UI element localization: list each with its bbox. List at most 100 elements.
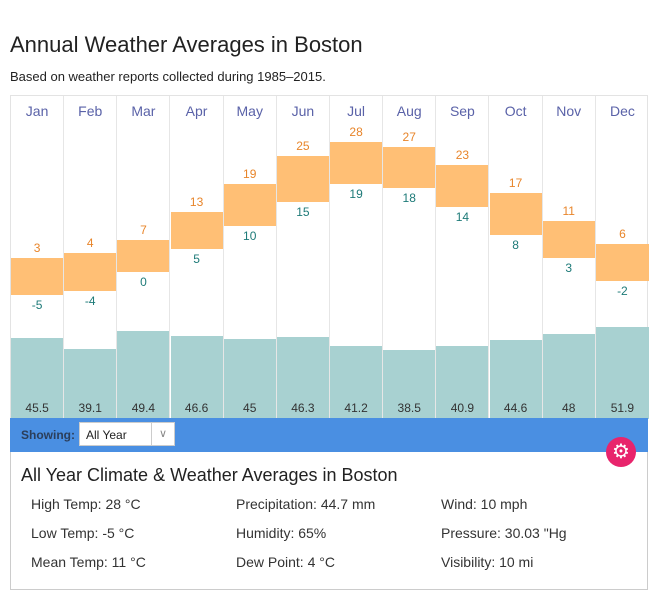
temp-range-bar [383,146,436,189]
temp-range-bar [436,165,489,208]
high-temp-label: 6 [619,227,626,242]
precip-bar [436,346,489,419]
summary-item: Low Temp: -5 °C [31,525,135,541]
period-value: All Year [86,428,127,442]
month-label: Jul [347,103,366,119]
month-label: Feb [78,103,103,119]
precip-label: 45.5 [25,401,49,415]
temp-range-bar [542,220,595,259]
high-temp-label: 27 [402,129,416,144]
summary-item: Precipitation: 44.7 mm [236,496,376,512]
low-temp-label: 3 [565,261,573,276]
month-label: Dec [609,103,635,119]
period-select[interactable]: All Year ∨ [79,422,175,446]
summary-item: Humidity: 65% [236,525,327,541]
high-temp-label: 13 [189,194,204,209]
low-temp-label: 5 [193,251,200,266]
precip-bar [489,339,542,419]
low-temp-label: 0 [140,275,147,289]
low-temp-label: 19 [349,186,363,201]
low-temp-label: 15 [296,205,310,220]
precip-bar [276,336,329,419]
precip-label: 46.6 [184,401,209,415]
precip-bar [117,331,170,419]
temp-range-bar [11,258,64,296]
summary-item: High Temp: 28 °C [31,496,141,512]
gear-icon[interactable]: ⚙ [606,437,636,467]
temp-range-bar [170,211,223,249]
controls-bar: Showing: All Year ∨ [10,418,648,452]
low-temp-label: 8 [512,237,519,252]
high-temp-label: 7 [140,222,147,237]
month-column: Nov 11 3 48 [542,96,596,419]
precip-label: 41.2 [344,401,368,415]
precip-bar [383,350,436,419]
temp-range-bar [595,244,649,282]
high-temp-label: 11 [562,203,575,218]
showing-label: Showing: [21,428,75,442]
high-temp-label: 19 [243,166,257,181]
precip-bar [170,336,223,419]
month-column: May 19 10 45 [223,96,277,419]
month-label: Apr [185,103,208,119]
precip-bar [223,338,276,419]
precip-bar [11,338,64,419]
temp-range-bar [117,239,170,272]
precip-label: 49.4 [131,401,156,415]
month-label: Mar [131,103,156,119]
precip-bar [595,326,649,419]
high-temp-label: 28 [349,125,363,140]
temp-range-bar [223,183,276,226]
month-label: Oct [504,103,527,119]
precip-label: 44.6 [503,401,528,415]
low-temp-label: -2 [617,284,628,299]
low-temp-label: 10 [243,228,257,243]
month-label: Sep [449,103,475,119]
temp-range-bar [330,142,383,184]
month-label: Jan [25,103,49,119]
precip-bar [64,349,117,419]
high-temp-label: 17 [508,176,523,191]
summary-title: All Year Climate & Weather Averages in B… [21,465,398,485]
month-column: Mar 7 0 49.4 [117,96,171,419]
temp-range-bar [276,156,329,203]
month-column: Jul 28 19 41.2 [330,96,384,419]
high-temp-label: 4 [86,236,94,251]
precip-label: 39.1 [78,401,102,415]
month-label: Nov [556,103,582,119]
month-label: Jun [291,103,315,119]
precip-label: 46.3 [291,401,315,415]
month-column: Apr 13 5 46.6 [170,96,224,419]
month-column: Dec 6 -2 51.9 [595,96,649,419]
month-label: May [236,103,263,119]
precip-label: 48 [562,401,576,415]
precip-label: 51.9 [610,401,635,415]
low-temp-label: 14 [455,210,470,225]
month-column: Oct 17 8 44.6 [489,96,543,419]
summary-item: Pressure: 30.03 "Hg [441,525,567,541]
high-temp-label: 25 [296,139,310,153]
precip-label: 38.5 [397,401,421,415]
high-temp-label: 3 [33,241,41,256]
month-column: Feb 4 -4 39.1 [64,96,118,419]
month-label: Aug [396,103,422,119]
low-temp-label: -4 [84,293,96,308]
temp-range-bar [489,193,542,235]
summary-item: Wind: 10 mph [441,496,528,512]
summary-item: Mean Temp: 11 °C [31,554,146,570]
month-column: Jan 3 -5 45.5 [11,96,65,419]
precip-label: 45 [243,401,257,415]
page-title: Annual Weather Averages in Boston [10,32,363,57]
summary-item: Visibility: 10 mi [441,554,534,570]
summary-item: Dew Point: 4 °C [236,554,335,570]
precip-bar [542,333,595,419]
page-subtitle: Based on weather reports collected durin… [10,69,326,84]
precip-bar [330,345,383,419]
high-temp-label: 23 [455,148,470,163]
month-column: Jun 25 15 46.3 [276,96,330,419]
summary-panel: All Year Climate & Weather Averages in B… [10,452,648,590]
month-column: Sep 23 14 40.9 [436,96,490,419]
monthly-chart: Jan 3 -5 45.5 Feb 4 -4 39.1 Mar 7 0 49.4 Ap… [10,95,649,419]
temp-range-bar [64,253,117,291]
chevron-down-icon: ∨ [151,423,174,445]
